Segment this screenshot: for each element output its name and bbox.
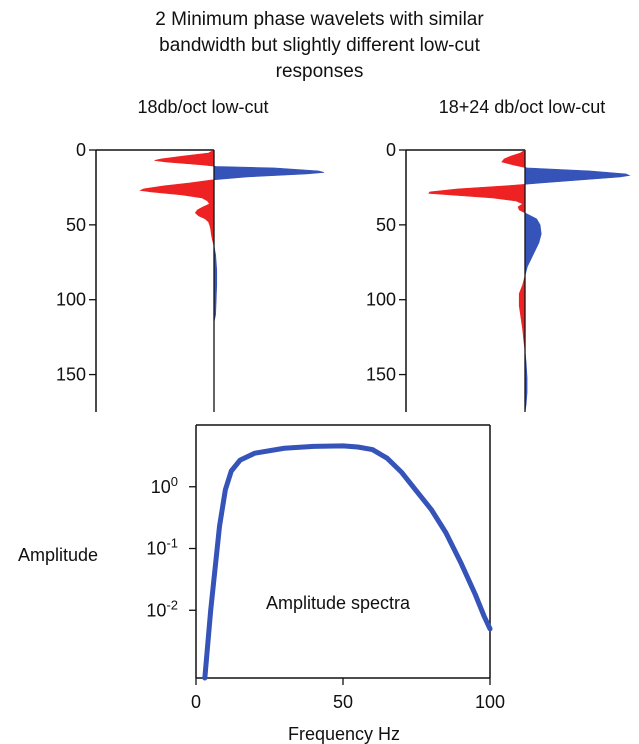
spectrum-y-tick-label: 100 xyxy=(151,474,178,497)
wavelet-y-tick-label: 50 xyxy=(66,215,86,235)
spectrum-y-ticks: 10-2 10-1 100 xyxy=(146,474,196,620)
wavelet-right-traces xyxy=(428,149,631,413)
wavelet-left-traces xyxy=(139,149,325,412)
wavelet-negative-lobe xyxy=(139,179,215,246)
spectrum-x-label: Frequency Hz xyxy=(288,724,400,744)
figure-title: 2 Minimum phase wavelets with similar ba… xyxy=(155,9,484,82)
spectrum-series-line xyxy=(202,443,493,681)
wavelet-right-ticks: 0 50 100 150 xyxy=(366,140,406,385)
spectrum-y-label: Amplitude xyxy=(18,545,98,565)
wavelet-positive-lobe xyxy=(524,167,631,185)
wavelet-negative-lobe xyxy=(518,275,526,351)
wavelet-negative-lobe xyxy=(154,149,215,167)
figure-title-line-3: responses xyxy=(276,61,364,82)
spectrum-x-tick-label: 0 xyxy=(191,692,201,712)
wavelet-positive-lobe xyxy=(524,212,542,276)
wavelet-panel-left: 18db/oct low-cut 0 50 100 150 xyxy=(56,97,325,412)
figure-title-line-2: bandwidth but slightly different low-cut xyxy=(159,35,480,56)
spectrum-annotation: Amplitude spectra xyxy=(266,593,411,613)
figure-title-line-1: 2 Minimum phase wavelets with similar xyxy=(155,9,484,30)
wavelet-left-title: 18db/oct low-cut xyxy=(137,97,268,117)
spectrum-y-tick-label: 10-1 xyxy=(146,536,178,559)
wavelet-y-tick-label: 100 xyxy=(56,290,86,310)
wavelet-y-tick-label: 0 xyxy=(76,140,86,160)
spectrum-panel: Amplitude Amplitude spectra Frequency Hz… xyxy=(18,424,505,744)
wavelet-y-tick-label: 50 xyxy=(376,215,396,235)
wavelet-y-tick-label: 100 xyxy=(366,290,396,310)
wavelet-left-ticks: 0 50 100 150 xyxy=(56,140,96,385)
spectrum-y-tick-label: 10-2 xyxy=(146,597,178,620)
spectrum-x-tick-label: 100 xyxy=(475,692,505,712)
wavelet-y-tick-label: 150 xyxy=(366,365,396,385)
spectrum-x-ticks: 0 50 100 xyxy=(191,678,505,712)
wavelet-negative-lobe xyxy=(501,149,526,168)
wavelet-right-title: 18+24 db/oct low-cut xyxy=(439,97,606,117)
wavelet-negative-lobe xyxy=(428,183,526,214)
wavelet-y-tick-label: 150 xyxy=(56,365,86,385)
wavelet-panel-right: 18+24 db/oct low-cut 0 50 100 150 xyxy=(366,97,631,413)
wavelet-positive-lobe xyxy=(213,165,325,181)
wavelet-y-tick-label: 0 xyxy=(386,140,396,160)
spectrum-x-tick-label: 50 xyxy=(333,692,353,712)
